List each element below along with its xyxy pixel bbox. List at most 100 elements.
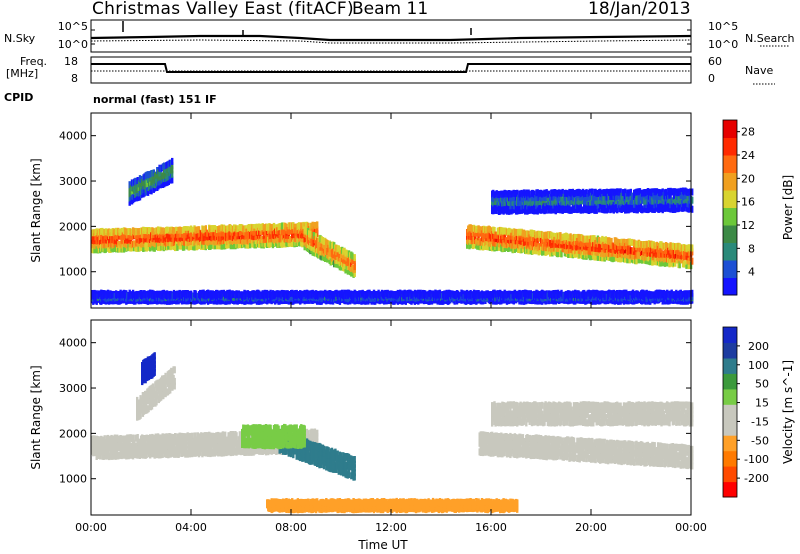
heatmap-cell <box>556 198 560 206</box>
nave-tick-right-bottom: 0 <box>708 72 715 85</box>
freq-line <box>91 63 691 73</box>
heatmap-cell <box>559 246 562 253</box>
heatmap-cell <box>639 201 643 208</box>
heatmap-cell <box>622 238 626 246</box>
heatmap-cell <box>144 176 147 184</box>
heatmap-cell <box>536 239 539 247</box>
heatmap-cell <box>483 235 486 243</box>
power-panel: Slant Range [km]100020003000400048121620… <box>29 112 795 309</box>
freq-label-1: Freq. <box>20 55 47 68</box>
heatmap-cell <box>512 232 515 240</box>
heatmap-cell <box>638 188 642 196</box>
heatmap-cell <box>120 227 123 235</box>
heatmap-cell <box>600 245 603 253</box>
heatmap-cell <box>600 189 603 197</box>
heatmap-cell <box>152 235 155 243</box>
heatmap-cell <box>236 225 239 233</box>
heatmap-cell <box>553 193 556 201</box>
heatmap-cell <box>118 245 121 253</box>
heatmap-cell <box>655 241 659 249</box>
heatmap-cell <box>353 263 356 271</box>
heatmap-cell <box>597 205 601 213</box>
heatmap-cell <box>513 245 517 253</box>
heatmap-cell <box>651 201 654 209</box>
heatmap-cell <box>272 222 276 230</box>
heatmap-cell <box>637 256 640 264</box>
heatmap-cell <box>261 227 264 235</box>
heatmap-cell <box>101 241 104 249</box>
heatmap-cell <box>113 244 117 252</box>
heatmap-cell <box>663 197 667 205</box>
heatmap-cell <box>534 207 537 215</box>
heatmap-cell <box>525 189 528 197</box>
heatmap-cell <box>489 227 493 235</box>
heatmap-cell <box>129 237 132 245</box>
heatmap-cell <box>651 245 654 253</box>
heatmap-cell <box>210 241 213 249</box>
heatmap-cell <box>646 197 650 205</box>
heatmap-cell <box>157 182 160 190</box>
heatmap-cell <box>171 166 174 174</box>
heatmap-cell <box>117 241 120 248</box>
heatmap-cell <box>149 244 152 252</box>
heatmap-cell <box>588 188 592 196</box>
heatmap-cell <box>634 247 637 255</box>
heatmap-cell <box>126 292 129 300</box>
heatmap-cell <box>353 258 356 266</box>
heatmap-cell <box>171 170 174 178</box>
heatmap-cell <box>175 239 178 247</box>
heatmap-cell <box>222 229 226 237</box>
heatmap-cell <box>143 173 146 181</box>
heatmap-cell <box>552 232 555 240</box>
heatmap-cell <box>688 188 692 196</box>
heatmap-cell <box>161 227 164 235</box>
heatmap-cell <box>154 176 158 184</box>
heatmap-cell <box>499 240 502 248</box>
heatmap-cell <box>561 188 564 196</box>
heatmap-cell <box>597 236 601 244</box>
heatmap-cell <box>351 252 354 260</box>
heatmap-cell <box>143 182 146 190</box>
heatmap-cell <box>101 233 104 241</box>
heatmap-cell <box>461 290 464 298</box>
heatmap-cell <box>326 239 329 247</box>
cpid-value: normal (fast) 151 IF <box>93 93 217 106</box>
noise-left-label: N.Sky <box>4 32 36 45</box>
noise-tick-left-bottom: 10^0 <box>58 38 88 51</box>
heatmap-cell <box>501 232 504 240</box>
heatmap-cell <box>518 228 521 236</box>
heatmap-cell <box>312 232 315 239</box>
heatmap-cell <box>604 245 607 253</box>
heatmap-cell <box>691 196 694 204</box>
heatmap-cell <box>101 227 104 235</box>
date-label: 18/Jan/2013 <box>588 0 691 19</box>
heatmap-cell <box>542 197 545 205</box>
heatmap-cell <box>201 230 204 238</box>
heatmap-cell <box>541 239 544 247</box>
heatmap-cell <box>153 244 156 252</box>
heatmap-cell <box>260 236 263 243</box>
heatmap-cell <box>678 261 681 269</box>
heatmap-cell <box>184 226 187 233</box>
heatmap-cell <box>291 234 294 242</box>
heatmap-cell <box>651 188 654 196</box>
heatmap-cell <box>143 178 146 186</box>
heatmap-cell <box>545 244 548 252</box>
heatmap-cell <box>113 232 117 240</box>
heatmap-cell <box>528 194 531 202</box>
heatmap-cell <box>131 179 135 187</box>
heatmap-cell <box>583 201 586 209</box>
freq-panel: Freq. [MHz] Nave 18 8 60 0 <box>6 55 775 85</box>
heatmap-cell <box>605 188 609 196</box>
heatmap-cell <box>477 233 480 241</box>
heatmap-cell <box>642 193 645 201</box>
heatmap-cell <box>527 230 530 238</box>
heatmap-cell <box>601 235 604 243</box>
heatmap-cell <box>252 224 255 231</box>
heatmap-cell <box>154 171 158 179</box>
heatmap-cell <box>512 206 515 214</box>
heatmap-cell <box>101 245 104 253</box>
heatmap-cell <box>166 166 169 173</box>
heatmap-cell <box>185 230 188 238</box>
